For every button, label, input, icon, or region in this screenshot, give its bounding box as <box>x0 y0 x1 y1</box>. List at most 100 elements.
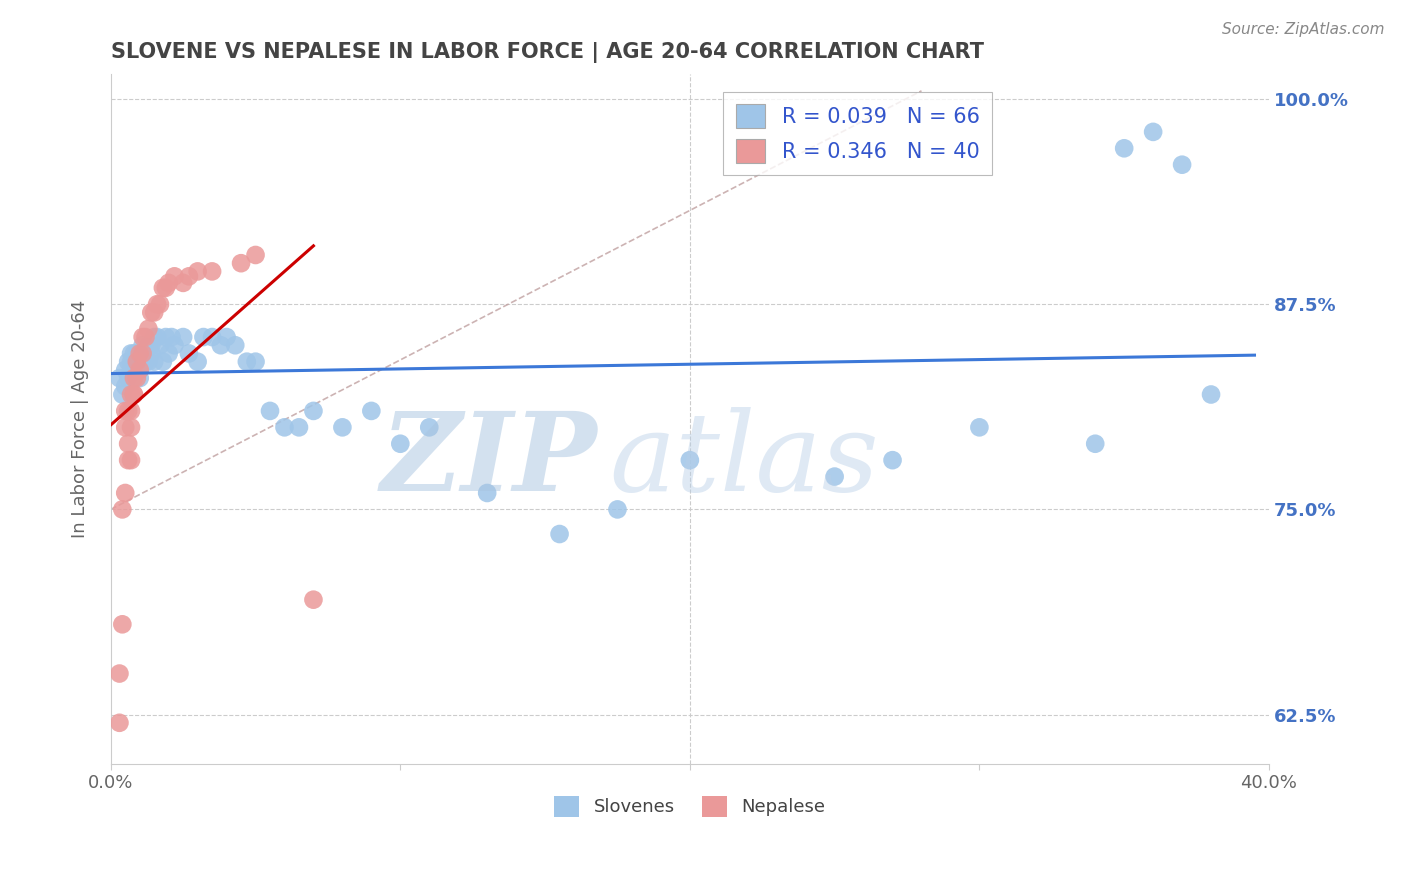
Point <box>120 453 142 467</box>
Point <box>152 354 174 368</box>
Point <box>163 269 186 284</box>
Point <box>108 371 131 385</box>
Point <box>125 354 148 368</box>
Point <box>152 281 174 295</box>
Point <box>177 346 200 360</box>
Point <box>117 371 139 385</box>
Point <box>259 404 281 418</box>
Point <box>120 420 142 434</box>
Legend: Slovenes, Nepalese: Slovenes, Nepalese <box>547 789 832 823</box>
Point <box>120 404 142 418</box>
Point <box>134 330 156 344</box>
Point <box>155 330 177 344</box>
Point <box>245 354 267 368</box>
Point <box>229 256 252 270</box>
Point <box>224 338 246 352</box>
Point <box>117 354 139 368</box>
Point <box>143 354 166 368</box>
Point <box>128 363 150 377</box>
Point <box>273 420 295 434</box>
Point <box>125 371 148 385</box>
Point <box>111 617 134 632</box>
Point <box>389 436 412 450</box>
Point <box>128 346 150 360</box>
Point <box>177 269 200 284</box>
Point <box>120 363 142 377</box>
Y-axis label: In Labor Force | Age 20-64: In Labor Force | Age 20-64 <box>72 300 89 538</box>
Point <box>157 346 180 360</box>
Point <box>201 330 224 344</box>
Point <box>302 592 325 607</box>
Point <box>155 281 177 295</box>
Point <box>141 346 163 360</box>
Point <box>134 354 156 368</box>
Point <box>143 305 166 319</box>
Point <box>138 338 160 352</box>
Point <box>128 346 150 360</box>
Point <box>824 469 846 483</box>
Point <box>679 453 702 467</box>
Point <box>117 404 139 418</box>
Point <box>134 346 156 360</box>
Point <box>163 338 186 352</box>
Point <box>131 346 153 360</box>
Point <box>125 346 148 360</box>
Point <box>149 338 172 352</box>
Point <box>143 330 166 344</box>
Point <box>193 330 215 344</box>
Point <box>138 354 160 368</box>
Point <box>1142 125 1164 139</box>
Point <box>160 330 183 344</box>
Point <box>114 486 136 500</box>
Point <box>108 666 131 681</box>
Point <box>114 404 136 418</box>
Point <box>125 354 148 368</box>
Point <box>117 436 139 450</box>
Point <box>120 346 142 360</box>
Point <box>131 338 153 352</box>
Point <box>146 297 169 311</box>
Point <box>114 379 136 393</box>
Text: SLOVENE VS NEPALESE IN LABOR FORCE | AGE 20-64 CORRELATION CHART: SLOVENE VS NEPALESE IN LABOR FORCE | AGE… <box>111 42 984 62</box>
Point <box>1114 141 1136 155</box>
Text: atlas: atlas <box>609 407 879 515</box>
Point <box>122 354 145 368</box>
Point <box>131 330 153 344</box>
Point <box>141 305 163 319</box>
Point <box>117 453 139 467</box>
Point <box>1199 387 1222 401</box>
Point <box>288 420 311 434</box>
Point <box>120 354 142 368</box>
Point <box>122 363 145 377</box>
Point <box>128 363 150 377</box>
Point <box>969 420 991 434</box>
Point <box>111 502 134 516</box>
Point <box>146 330 169 344</box>
Point <box>236 354 259 368</box>
Point <box>108 715 131 730</box>
Point <box>125 363 148 377</box>
Point <box>201 264 224 278</box>
Point <box>128 354 150 368</box>
Point <box>332 420 354 434</box>
Point <box>1171 158 1194 172</box>
Point <box>360 404 382 418</box>
Point <box>418 420 440 434</box>
Point <box>120 387 142 401</box>
Point <box>111 387 134 401</box>
Point <box>122 387 145 401</box>
Point <box>122 387 145 401</box>
Point <box>128 371 150 385</box>
Point <box>548 527 571 541</box>
Point <box>131 354 153 368</box>
Point <box>172 330 194 344</box>
Point <box>477 486 499 500</box>
Point <box>114 363 136 377</box>
Text: ZIP: ZIP <box>381 407 598 515</box>
Point <box>187 264 209 278</box>
Point <box>122 371 145 385</box>
Point <box>114 420 136 434</box>
Point <box>157 276 180 290</box>
Point <box>215 330 238 344</box>
Point <box>606 502 628 516</box>
